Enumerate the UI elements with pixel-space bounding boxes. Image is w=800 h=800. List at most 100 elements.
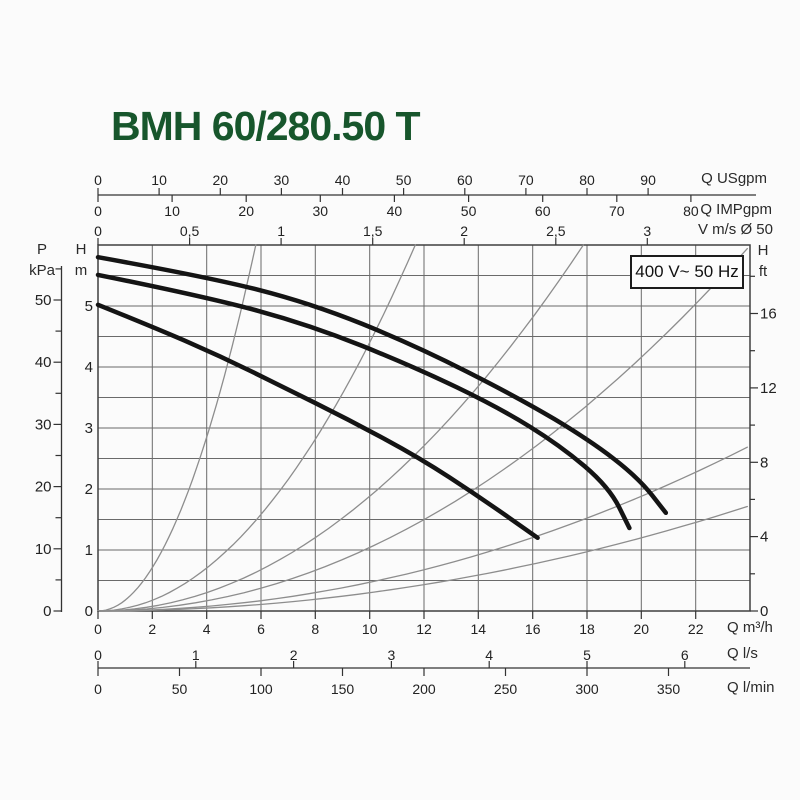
svg-text:2: 2 [85,481,93,498]
svg-text:16: 16 [760,306,777,323]
svg-text:0: 0 [94,681,102,697]
svg-text:10: 10 [35,541,52,558]
axis-lmin: 0 50 100 150 200 250 300 350 [94,668,680,697]
system-curve-6 [97,505,748,612]
svg-text:30: 30 [274,172,290,188]
svg-text:50: 50 [35,292,52,309]
system-curve-4 [97,247,748,612]
svg-text:0: 0 [43,603,51,620]
axis-caption-usgpm: Q USgpm [701,170,767,187]
axis-caption-h-ft: H ft [750,240,776,282]
svg-text:50: 50 [461,203,477,219]
svg-text:5: 5 [583,647,591,663]
svg-text:2,5: 2,5 [546,223,566,239]
voltage-rating-box: 400 V~ 50 Hz [630,255,744,289]
svg-text:16: 16 [525,621,541,637]
svg-text:3: 3 [388,647,396,663]
voltage-rating-label: 400 V~ 50 Hz [635,262,739,281]
page-title: BMH 60/280.50 T [111,103,421,149]
svg-text:20: 20 [213,172,229,188]
svg-text:80: 80 [579,172,595,188]
svg-text:50: 50 [396,172,412,188]
axis-caption-p-kpa: P kPa [26,239,58,281]
svg-text:20: 20 [35,479,52,496]
svg-text:1: 1 [277,223,285,239]
system-curves [97,244,748,612]
svg-text:1,5: 1,5 [363,223,383,239]
svg-text:60: 60 [535,203,551,219]
svg-text:0: 0 [85,603,93,620]
axis-caption-lmin: Q l/min [727,679,775,696]
svg-text:0: 0 [760,603,768,620]
system-curve-3 [97,244,584,612]
svg-text:6: 6 [681,647,689,663]
h-ft-line1: H [757,242,769,259]
pump-curve-mid [95,272,632,531]
svg-text:350: 350 [657,681,681,697]
p-kpa-line2: kPa [29,262,55,279]
svg-text:8: 8 [311,621,319,637]
system-curve-5 [97,446,748,612]
svg-text:20: 20 [634,621,650,637]
svg-text:4: 4 [485,647,493,663]
axis-caption-ls: Q l/s [727,645,758,662]
svg-text:3: 3 [643,223,651,239]
svg-text:22: 22 [688,621,704,637]
svg-text:2: 2 [460,223,468,239]
axis-caption-velocity: V m/s Ø 50 [697,221,773,238]
svg-text:40: 40 [335,172,351,188]
svg-text:70: 70 [518,172,534,188]
svg-text:5: 5 [85,298,93,315]
svg-text:4: 4 [85,359,93,376]
svg-text:200: 200 [412,681,436,697]
svg-text:80: 80 [683,203,699,219]
svg-text:60: 60 [457,172,473,188]
svg-text:10: 10 [151,172,167,188]
svg-text:4: 4 [760,529,768,546]
svg-text:10: 10 [164,203,180,219]
axis-caption-m3h: Q m³/h [727,619,773,636]
svg-text:0: 0 [94,223,102,239]
svg-text:2: 2 [148,621,156,637]
svg-text:12: 12 [760,380,777,397]
svg-text:10: 10 [362,621,378,637]
svg-text:40: 40 [387,203,403,219]
svg-text:18: 18 [579,621,595,637]
svg-text:2: 2 [290,647,298,663]
h-ft-line2: ft [758,263,768,280]
svg-text:12: 12 [416,621,432,637]
pump-curves [95,254,669,541]
svg-text:0: 0 [94,647,102,663]
svg-text:4: 4 [203,621,211,637]
axis-p-kpa: 0 10 20 30 40 50 [35,266,63,620]
svg-text:90: 90 [640,172,656,188]
svg-text:40: 40 [35,354,52,371]
svg-text:150: 150 [331,681,355,697]
pump-curve-low [95,302,540,541]
svg-text:70: 70 [609,203,625,219]
axis-impgpm: 0 10 20 30 40 50 60 70 80 [94,195,699,219]
svg-text:20: 20 [238,203,254,219]
axis-caption-h-m: H m [70,239,92,281]
svg-text:6: 6 [257,621,265,637]
svg-text:100: 100 [249,681,273,697]
axis-v_ms: 0 0,5 1 1,5 2 2,5 3 [94,223,651,245]
svg-text:0,5: 0,5 [180,223,200,239]
svg-text:1: 1 [85,542,93,559]
axis-h-m: 0 1 2 3 4 5 [85,298,93,620]
system-curve-2 [97,244,416,612]
svg-text:30: 30 [35,416,52,433]
svg-text:250: 250 [494,681,518,697]
svg-text:8: 8 [760,454,768,471]
axis-ls: 0 1 2 3 4 5 6 [94,647,689,668]
pump-curve-high [95,254,669,516]
svg-text:0: 0 [94,172,102,188]
svg-text:50: 50 [172,681,188,697]
svg-text:1: 1 [192,647,200,663]
svg-text:0: 0 [94,621,102,637]
svg-text:3: 3 [85,420,93,437]
axis-usgpm: 0 10 20 30 40 50 60 70 80 90 [94,172,656,195]
grid-lines [98,245,750,611]
